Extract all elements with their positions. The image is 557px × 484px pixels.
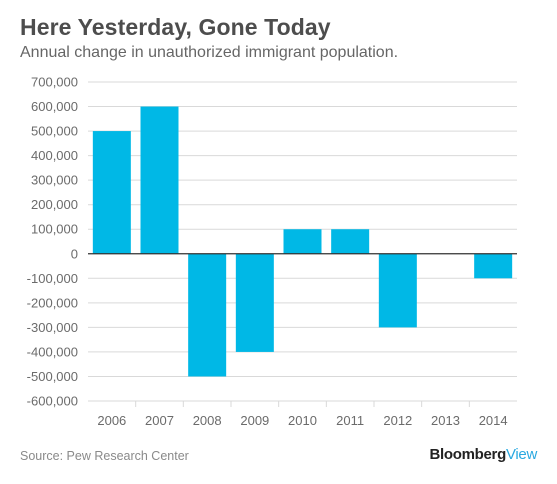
- y-tick-label: -300,000: [27, 320, 78, 335]
- y-tick-label: -100,000: [27, 271, 78, 286]
- bloomberg-view-logo: BloombergView: [429, 446, 537, 463]
- x-tick-label: 2009: [240, 413, 269, 428]
- bar-2008: [188, 253, 227, 377]
- x-tick-label: 2014: [479, 413, 508, 428]
- y-tick-label: -200,000: [27, 295, 78, 310]
- source-note: Source: Pew Research Center: [20, 449, 189, 463]
- y-tick-label: -500,000: [27, 369, 78, 384]
- bar-chart: 700,000 600,000 500,000 400,000 300,000 200,0…: [27, 75, 517, 428]
- bar-2009: [235, 253, 274, 352]
- chart-subtitle: Annual change in unauthorized immigrant …: [20, 44, 399, 61]
- x-tick-label: 2010: [288, 413, 317, 428]
- y-tick-label: 400,000: [31, 148, 78, 163]
- y-tick-label: 500,000: [31, 124, 78, 139]
- x-tick-label: 2008: [193, 413, 222, 428]
- bar-2010: [283, 229, 322, 254]
- y-tick-label: 600,000: [31, 99, 78, 114]
- bar-2014: [474, 253, 513, 279]
- chart-title: Here Yesterday, Gone Today: [20, 14, 331, 40]
- bar-2012: [378, 253, 417, 328]
- y-tick-label: 200,000: [31, 197, 78, 212]
- y-tick-label: 0: [71, 246, 78, 261]
- logo-main-text: Bloomberg: [429, 446, 506, 463]
- y-tick-label: 100,000: [31, 222, 78, 237]
- logo-accent-text: View: [505, 446, 537, 463]
- x-tick-label: 2006: [97, 413, 126, 428]
- bar-2007: [140, 106, 179, 254]
- x-tick-label: 2011: [336, 413, 364, 428]
- y-tick-label: 700,000: [31, 75, 78, 90]
- y-tick-label: -600,000: [27, 394, 78, 409]
- y-tick-label: -400,000: [27, 344, 78, 359]
- x-tick-label: 2013: [431, 413, 460, 428]
- y-tick-label: 300,000: [31, 173, 78, 188]
- bar-2006: [92, 131, 131, 254]
- x-tick-label: 2007: [145, 413, 174, 428]
- bar-2011: [331, 229, 370, 254]
- x-tick-label: 2012: [383, 413, 412, 428]
